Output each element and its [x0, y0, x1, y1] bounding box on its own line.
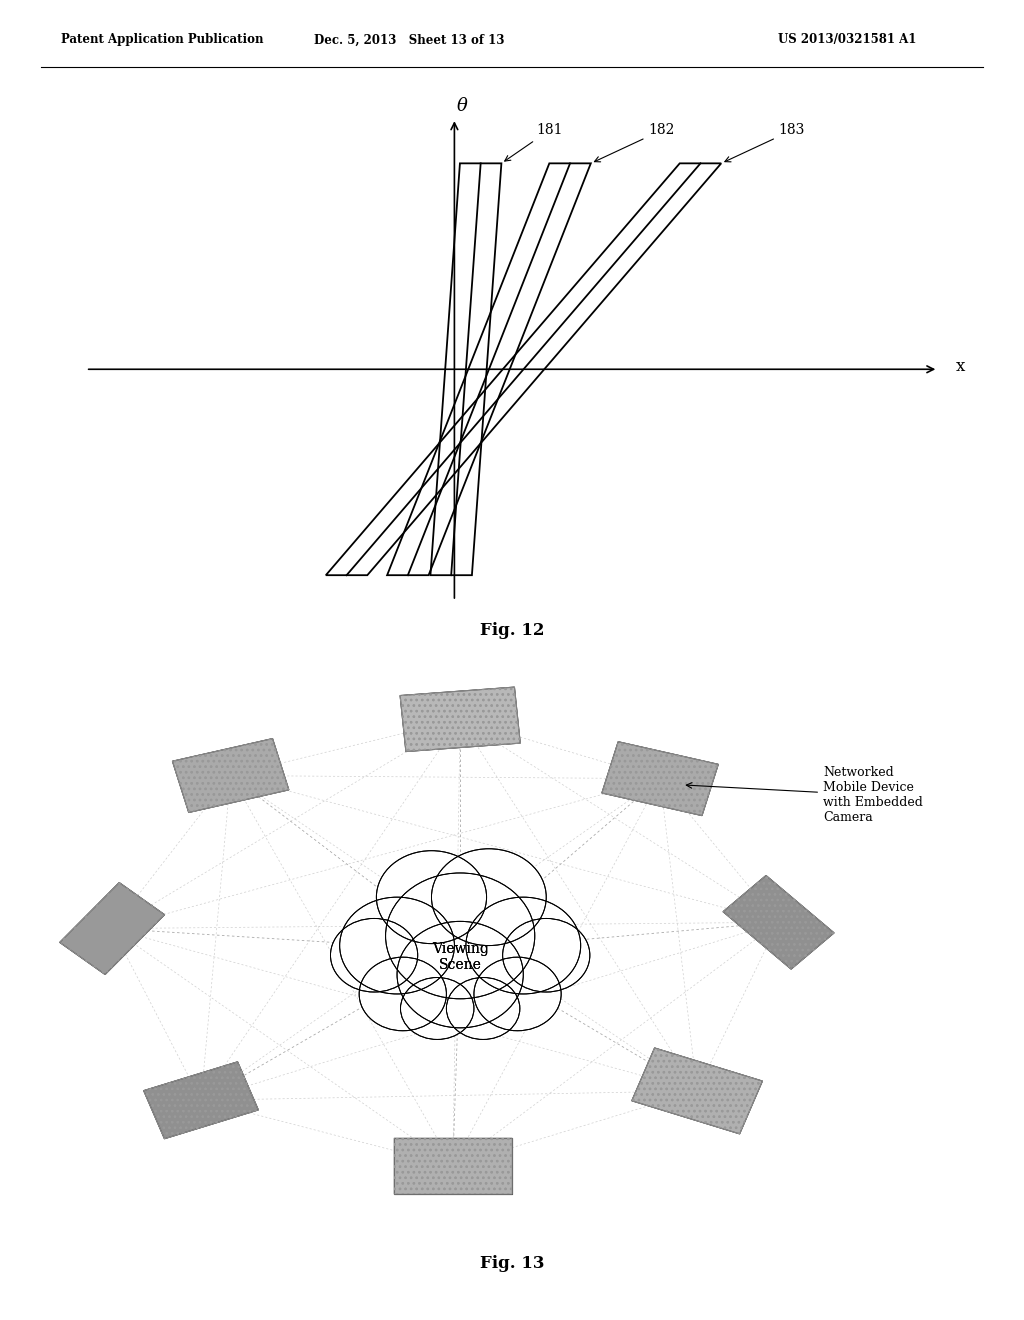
- Circle shape: [466, 898, 581, 994]
- Text: Fig. 13: Fig. 13: [480, 1255, 544, 1272]
- Polygon shape: [143, 1061, 258, 1139]
- Circle shape: [446, 978, 520, 1039]
- Text: Viewing
Scene: Viewing Scene: [432, 941, 488, 972]
- Circle shape: [340, 898, 455, 994]
- Circle shape: [359, 957, 446, 1031]
- Polygon shape: [632, 1048, 763, 1134]
- Circle shape: [386, 873, 535, 999]
- Polygon shape: [400, 688, 520, 751]
- Polygon shape: [143, 1061, 258, 1139]
- Circle shape: [397, 921, 523, 1028]
- Polygon shape: [393, 1138, 512, 1195]
- Polygon shape: [632, 1048, 763, 1134]
- Circle shape: [446, 978, 520, 1039]
- Circle shape: [377, 850, 486, 944]
- Polygon shape: [172, 739, 289, 813]
- Text: Patent Application Publication: Patent Application Publication: [61, 33, 264, 46]
- Text: 183: 183: [725, 123, 805, 162]
- Text: x: x: [955, 358, 965, 375]
- Circle shape: [331, 919, 418, 993]
- Circle shape: [397, 921, 523, 1028]
- Text: Networked
Mobile Device
with Embedded
Camera: Networked Mobile Device with Embedded Ca…: [686, 766, 923, 824]
- Circle shape: [503, 919, 590, 993]
- Circle shape: [386, 873, 535, 999]
- Circle shape: [431, 849, 546, 945]
- Text: 182: 182: [595, 123, 675, 162]
- Text: θ: θ: [457, 98, 468, 115]
- Circle shape: [474, 957, 561, 1031]
- Polygon shape: [723, 875, 835, 969]
- Polygon shape: [602, 742, 718, 816]
- Text: US 2013/0321581 A1: US 2013/0321581 A1: [778, 33, 916, 46]
- Text: Viewing
Scene: Viewing Scene: [432, 941, 488, 972]
- Circle shape: [466, 898, 581, 994]
- Polygon shape: [393, 1138, 512, 1195]
- Circle shape: [474, 957, 561, 1031]
- Circle shape: [331, 919, 418, 993]
- Circle shape: [340, 898, 455, 994]
- Polygon shape: [172, 739, 289, 813]
- Text: 181: 181: [505, 123, 562, 161]
- Circle shape: [431, 849, 546, 945]
- Polygon shape: [723, 875, 835, 969]
- Text: Dec. 5, 2013   Sheet 13 of 13: Dec. 5, 2013 Sheet 13 of 13: [314, 33, 505, 46]
- Text: Fig. 12: Fig. 12: [480, 622, 544, 639]
- Circle shape: [400, 978, 474, 1039]
- Circle shape: [400, 978, 474, 1039]
- Circle shape: [359, 957, 446, 1031]
- Polygon shape: [602, 742, 718, 816]
- Circle shape: [503, 919, 590, 993]
- Circle shape: [377, 850, 486, 944]
- Polygon shape: [59, 883, 165, 974]
- Polygon shape: [400, 688, 520, 751]
- Polygon shape: [59, 883, 165, 974]
